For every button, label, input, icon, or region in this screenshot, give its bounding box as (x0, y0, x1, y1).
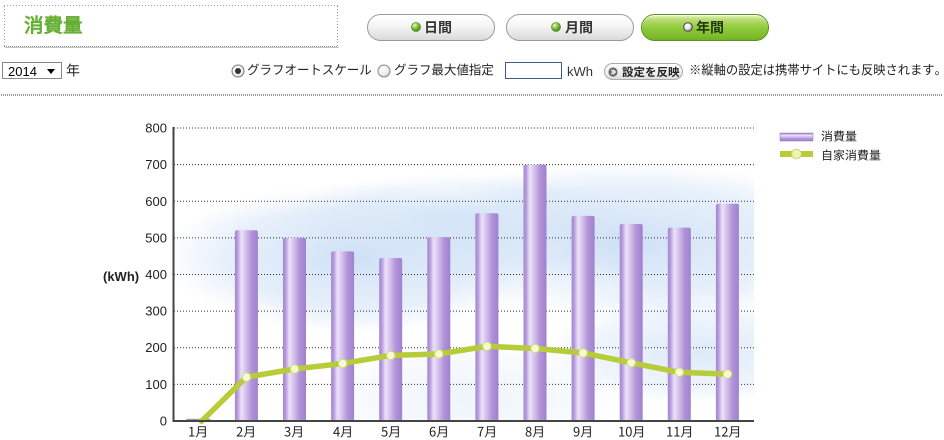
svg-text:700: 700 (145, 157, 167, 172)
svg-text:300: 300 (145, 304, 167, 319)
svg-text:0: 0 (160, 414, 167, 429)
svg-text:400: 400 (145, 267, 167, 282)
svg-text:200: 200 (145, 340, 167, 355)
svg-text:800: 800 (145, 121, 167, 136)
svg-text:600: 600 (145, 194, 167, 209)
svg-text:100: 100 (145, 377, 167, 392)
svg-text:(kWh): (kWh) (103, 269, 139, 284)
svg-text:500: 500 (145, 230, 167, 245)
